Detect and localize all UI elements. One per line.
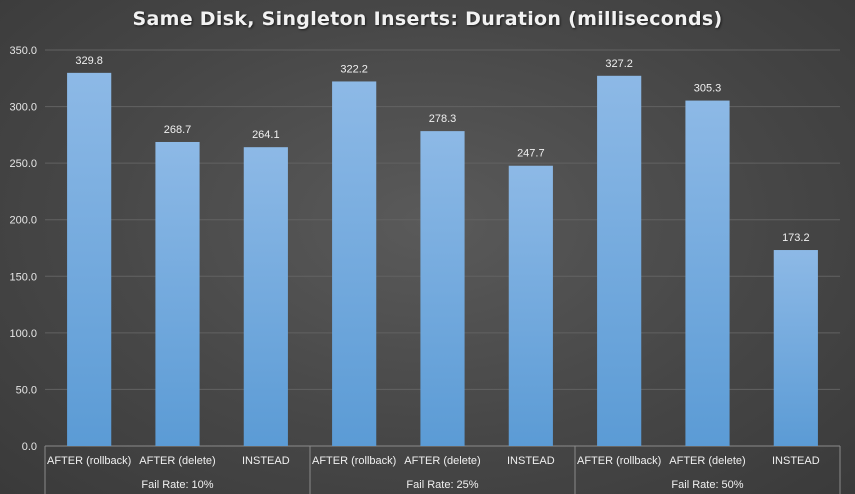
labels: 0.0 50.0 100.0 150.0 200.0 250.0 300.0 350.0 329… xyxy=(9,45,819,491)
bar xyxy=(243,147,288,447)
y-tick-label: 50.0 xyxy=(16,384,37,396)
group-label: Fail Rate: 25% xyxy=(406,479,478,491)
x-tick-label: INSTEAD xyxy=(507,455,555,467)
x-tick-label: AFTER (rollback) xyxy=(577,455,661,467)
group-label: Fail Rate: 10% xyxy=(141,479,213,491)
data-label: 322.2 xyxy=(340,63,368,75)
y-tick-label: 150.0 xyxy=(9,271,37,283)
x-tick-label: AFTER (rollback) xyxy=(312,455,396,467)
bar xyxy=(420,131,465,447)
bar xyxy=(685,100,730,446)
x-tick-label: INSTEAD xyxy=(772,455,820,467)
x-tick-label: INSTEAD xyxy=(242,455,290,467)
bar xyxy=(773,250,818,446)
data-label: 173.2 xyxy=(782,232,810,244)
x-tick-label: AFTER (delete) xyxy=(404,455,480,467)
data-label: 329.8 xyxy=(75,55,103,67)
y-tick-label: 100.0 xyxy=(9,328,37,340)
x-tick-label: AFTER (delete) xyxy=(139,455,215,467)
chart-title: Same Disk, Singleton Inserts: Duration (… xyxy=(132,8,723,30)
data-label: 305.3 xyxy=(694,83,722,95)
bar xyxy=(332,81,377,447)
x-tick-label: AFTER (rollback) xyxy=(47,455,131,467)
bars xyxy=(67,72,818,447)
group-label: Fail Rate: 50% xyxy=(671,479,743,491)
bar xyxy=(67,72,112,446)
data-label: 268.7 xyxy=(164,124,192,136)
bar xyxy=(508,165,553,446)
y-tick-label: 300.0 xyxy=(9,102,37,114)
bar xyxy=(597,75,642,446)
data-label: 327.2 xyxy=(605,58,633,70)
bar xyxy=(155,141,200,446)
y-tick-label: 0.0 xyxy=(22,441,37,453)
data-label: 247.7 xyxy=(517,148,545,160)
data-label: 278.3 xyxy=(429,113,457,125)
data-label: 264.1 xyxy=(252,129,280,141)
y-tick-label: 350.0 xyxy=(9,45,37,57)
x-tick-label: AFTER (delete) xyxy=(669,455,745,467)
y-tick-label: 250.0 xyxy=(9,158,37,170)
y-tick-label: 200.0 xyxy=(9,215,37,227)
